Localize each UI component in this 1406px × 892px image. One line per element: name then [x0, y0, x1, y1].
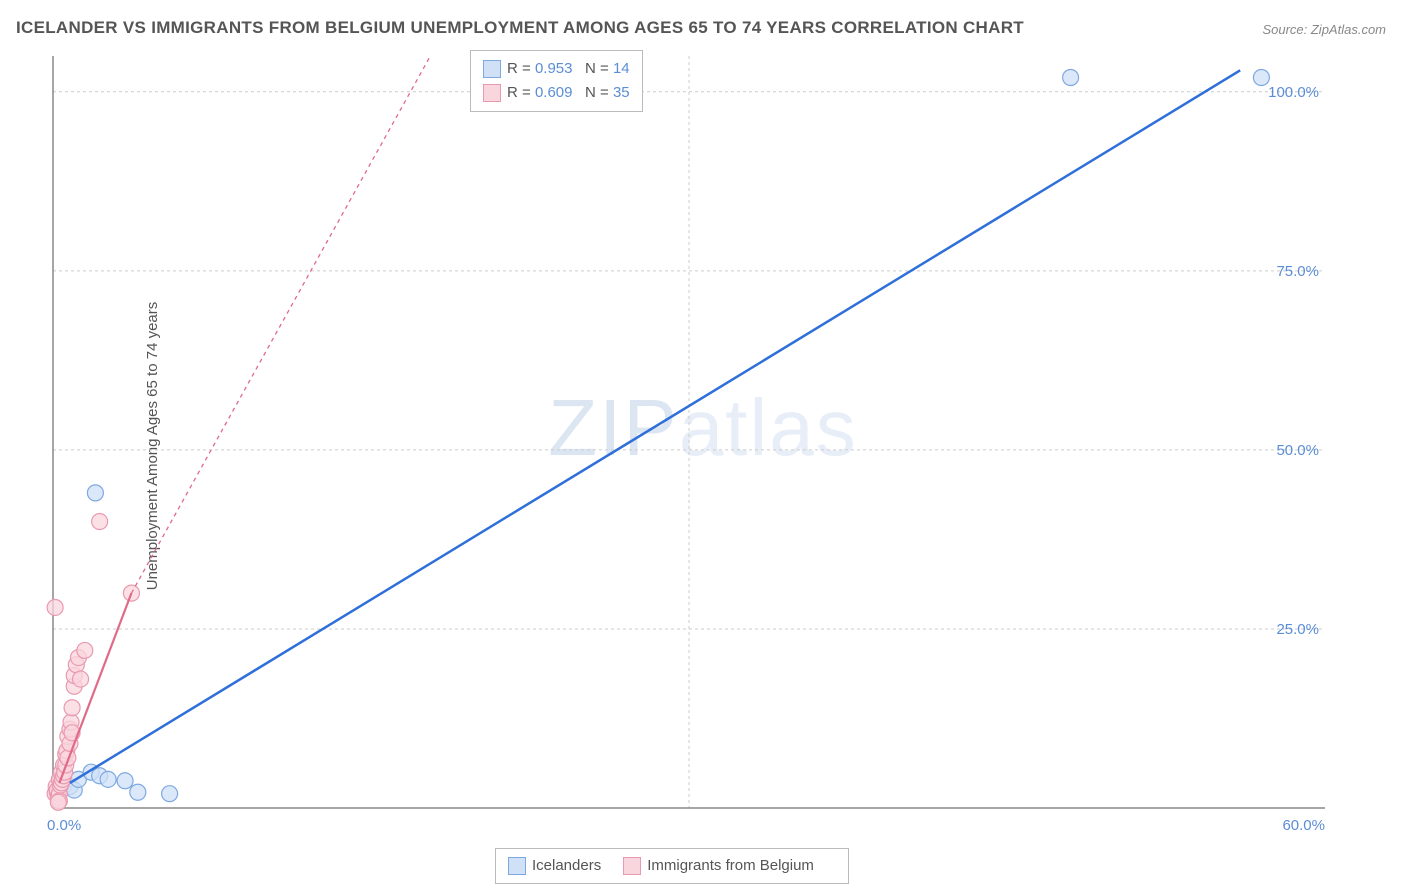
source-label: Source: ZipAtlas.com — [1262, 22, 1386, 37]
legend-item: Immigrants from Belgium — [623, 857, 814, 874]
chart-container: ICELANDER VS IMMIGRANTS FROM BELGIUM UNE… — [0, 0, 1406, 892]
correlation-legend: R = 0.953 N = 14R = 0.609 N = 35 — [470, 50, 643, 112]
scatter-plot: 25.0% 50.0% 75.0% 100.0% 0.0% 60.0% — [45, 48, 1385, 848]
legend-row: R = 0.609 N = 35 — [483, 81, 630, 105]
svg-text:100.0%: 100.0% — [1268, 84, 1319, 101]
series-legend: Icelanders Immigrants from Belgium — [495, 848, 849, 884]
legend-row: R = 0.953 N = 14 — [483, 57, 630, 81]
legend-item: Icelanders — [508, 857, 601, 874]
svg-text:0.0%: 0.0% — [47, 817, 81, 834]
svg-text:75.0%: 75.0% — [1276, 263, 1319, 280]
svg-text:25.0%: 25.0% — [1276, 621, 1319, 638]
svg-text:50.0%: 50.0% — [1276, 442, 1319, 459]
chart-title: ICELANDER VS IMMIGRANTS FROM BELGIUM UNE… — [16, 18, 1024, 38]
svg-text:60.0%: 60.0% — [1282, 817, 1325, 834]
